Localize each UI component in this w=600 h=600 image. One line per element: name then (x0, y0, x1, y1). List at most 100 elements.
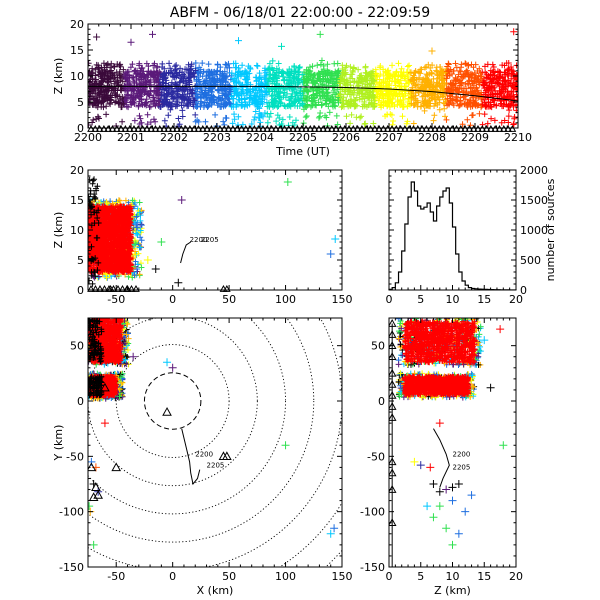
source-point (376, 94, 383, 101)
source-point (237, 83, 244, 90)
source-point (452, 78, 459, 85)
source-point (93, 80, 100, 87)
source-point (337, 80, 344, 87)
x-tick-label: 2205 (289, 131, 317, 144)
station-triangle (250, 124, 259, 132)
source-point (274, 77, 281, 84)
source-point (222, 101, 229, 108)
source-point (241, 103, 248, 110)
source-point (303, 82, 310, 89)
source-point (141, 78, 148, 85)
source-point (197, 98, 204, 105)
x-tick-label: 2207 (375, 131, 403, 144)
source-point (101, 84, 108, 91)
outlier-point (127, 38, 135, 46)
source-point (120, 66, 127, 73)
source-point (508, 63, 515, 70)
source-point (390, 117, 397, 124)
station-triangle (211, 124, 220, 132)
source-point (195, 93, 202, 100)
source-point (218, 72, 225, 79)
source-point (220, 78, 227, 85)
source-point (177, 78, 184, 85)
source-point (133, 213, 140, 220)
source-point (353, 79, 360, 86)
source-point (151, 71, 158, 78)
y-tick-label: 0 (77, 122, 84, 135)
source-point (122, 197, 129, 204)
source-point (153, 88, 160, 95)
source-point (363, 74, 370, 81)
source-point (266, 114, 273, 121)
source-point (330, 96, 337, 103)
source-point (343, 71, 350, 78)
source-point (131, 272, 138, 279)
source-point (471, 69, 478, 76)
source-point (104, 92, 111, 99)
source-point (300, 120, 307, 127)
source-point (93, 94, 100, 101)
source-point (305, 76, 312, 83)
source-point (266, 103, 273, 110)
source-point (333, 79, 340, 86)
station-triangle (108, 124, 117, 132)
source-point (117, 63, 124, 70)
source-point (324, 61, 331, 68)
station-triangle (168, 124, 177, 132)
source-point (291, 99, 298, 106)
source-point (274, 112, 281, 119)
source-point (180, 71, 187, 78)
source-point (187, 66, 194, 73)
source-point (357, 114, 364, 121)
source-point (258, 98, 265, 105)
station-triangle (91, 124, 100, 132)
source-point (345, 98, 352, 105)
station-triangle (456, 124, 465, 132)
source-point (334, 60, 341, 67)
source-point (480, 79, 487, 86)
station-triangle (224, 124, 233, 132)
source-point (309, 97, 316, 104)
source-point (181, 87, 188, 94)
source-point (468, 77, 475, 84)
source-point (312, 101, 319, 108)
source-point (281, 102, 288, 109)
source-point (270, 75, 277, 82)
source-point (380, 77, 387, 84)
station-triangle (327, 124, 336, 132)
source-point (273, 65, 280, 72)
source-point (253, 62, 260, 69)
station-triangle (117, 124, 125, 132)
source-point (223, 115, 230, 122)
station-triangle (413, 124, 422, 132)
source-point (317, 61, 324, 68)
station-triangles (87, 124, 517, 132)
source-point (125, 104, 132, 111)
source-point (208, 88, 215, 95)
source-point (173, 98, 180, 105)
source-point (501, 92, 508, 99)
source-point (342, 64, 349, 71)
source-point (131, 117, 138, 124)
source-point (311, 102, 318, 109)
source-point (202, 118, 209, 125)
station-triangle (444, 124, 452, 132)
station-triangle (229, 124, 237, 132)
station-triangle (190, 124, 199, 132)
source-point (446, 86, 453, 93)
y-tick-label: 10 (70, 70, 84, 83)
source-point (182, 66, 189, 73)
source-point (429, 95, 436, 102)
source-point (136, 209, 143, 216)
source-point (155, 73, 162, 80)
source-point (89, 70, 96, 77)
source-point (129, 61, 136, 68)
station-triangle (297, 124, 306, 132)
source-point (444, 63, 451, 70)
source-point (186, 93, 193, 100)
source-point (179, 113, 186, 120)
source-point (170, 74, 177, 81)
source-point (325, 103, 332, 110)
source-point (475, 72, 482, 79)
source-point (127, 210, 134, 217)
